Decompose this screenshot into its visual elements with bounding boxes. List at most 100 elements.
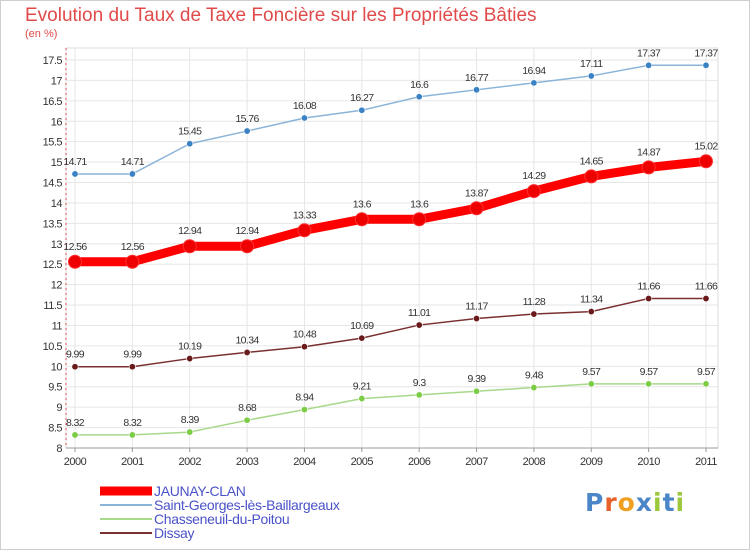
legend: JAUNAY-CLAN Saint-Georges-lès-Baillargeau… [100, 483, 420, 541]
data-label: 8.39 [181, 414, 200, 426]
data-point [702, 61, 710, 69]
grid [65, 47, 719, 449]
y-tick-label: 11.5 [43, 300, 62, 312]
plot-area [65, 47, 719, 449]
data-point [587, 380, 595, 388]
data-point [71, 431, 79, 439]
y-tick-label: 13.5 [43, 218, 63, 230]
x-tick-label: 2005 [351, 456, 374, 468]
data-point [530, 384, 538, 392]
y-tick-label: 16.5 [43, 96, 63, 108]
data-point [128, 170, 136, 178]
data-label: 9.3 [413, 377, 427, 389]
x-tick-label: 2009 [580, 456, 603, 468]
data-point [415, 321, 423, 329]
x-tick-label: 2008 [523, 456, 546, 468]
data-point [473, 315, 481, 323]
series-line [74, 297, 707, 368]
y-tick-label: 14 [51, 198, 63, 210]
data-label: 17.11 [580, 58, 603, 70]
data-point [71, 363, 79, 371]
x-tick-label: 2000 [64, 456, 87, 468]
legend-item: Saint-Georges-lès-Baillargeaux [100, 497, 420, 513]
data-point [354, 212, 369, 227]
logo-letter: o [617, 488, 636, 517]
y-tick-label: 13 [51, 239, 63, 251]
data-label: 9.21 [353, 381, 372, 393]
series-line [74, 383, 707, 436]
data-label: 17.37 [694, 47, 718, 59]
y-tick-label: 10.5 [43, 341, 63, 353]
y-tick-label: 9.5 [48, 382, 62, 394]
data-label: 11.34 [580, 294, 603, 306]
data-point [186, 355, 194, 363]
data-point [587, 308, 595, 316]
data-label: 13.87 [465, 187, 489, 199]
data-label: 12.94 [178, 225, 202, 237]
x-tick-label: 2004 [293, 456, 316, 468]
data-label: 16.08 [293, 100, 317, 112]
data-point [587, 72, 595, 80]
data-point [415, 93, 423, 101]
y-tick-label: 15.5 [43, 137, 63, 149]
y-tick-label: 15 [51, 157, 63, 169]
data-point [415, 391, 423, 399]
x-tick-label: 2002 [178, 456, 201, 468]
legend-item: Dissay [100, 525, 420, 541]
series-line [74, 64, 707, 175]
data-label: 14.29 [522, 170, 546, 182]
data-point [358, 334, 366, 342]
legend-label: JAUNAY-CLAN [154, 483, 246, 499]
data-label: 11.17 [465, 301, 488, 313]
data-label: 10.48 [293, 329, 317, 341]
data-label: 14.65 [580, 155, 604, 167]
data-label: 12.56 [121, 241, 145, 253]
data-label: 13.6 [410, 198, 429, 210]
data-point [358, 395, 366, 403]
data-label: 9.48 [525, 370, 544, 382]
data-point [530, 79, 538, 87]
data-label: 15.45 [178, 126, 202, 138]
data-label: 14.71 [121, 156, 145, 168]
data-label: 11.66 [637, 281, 660, 293]
data-label: 16.94 [522, 65, 546, 77]
data-label: 14.71 [63, 156, 87, 168]
data-label: 9.99 [66, 349, 85, 361]
x-tick-label: 2003 [236, 456, 259, 468]
data-point [702, 295, 710, 303]
y-tick-label: 16 [51, 116, 63, 128]
data-point [240, 239, 255, 254]
y-tick-label: 10 [51, 361, 63, 373]
data-label: 9.99 [123, 349, 142, 361]
data-label: 9.57 [582, 366, 601, 378]
data-label: 13.33 [293, 209, 317, 221]
legend-label: Dissay [154, 525, 195, 541]
data-label: 12.56 [63, 241, 87, 253]
y-tick-label: 12.5 [43, 259, 63, 271]
legend-swatch [100, 504, 152, 506]
data-point [641, 160, 656, 175]
data-label: 9.57 [697, 366, 716, 378]
data-label: 15.76 [235, 113, 259, 125]
data-label: 17.37 [637, 47, 661, 59]
data-point [243, 127, 251, 135]
data-point [469, 201, 484, 216]
data-point [699, 154, 713, 169]
series-layer: 14.71 14.71 15.45 15.76 16.08 16.27 16.6 16.77 1… [63, 47, 719, 439]
axes: 8 8.5 9 9.5 10 10.5 11 11.5 12 12.5 13 13.5 14 14.5 15… [43, 48, 718, 468]
data-point [182, 239, 197, 254]
data-label: 14.87 [637, 146, 661, 158]
data-point [530, 310, 538, 318]
data-point [645, 61, 653, 69]
y-tick-label: 9 [56, 402, 62, 414]
data-label: 11.01 [408, 307, 431, 319]
data-point [473, 86, 481, 94]
data-label: 8.68 [238, 402, 257, 414]
data-point [300, 343, 308, 351]
chart-subtitle: (en %) [25, 28, 58, 40]
x-tick-label: 2001 [121, 456, 144, 468]
x-tick-label: 2007 [465, 456, 488, 468]
data-label: 11.66 [695, 281, 718, 293]
data-point [71, 170, 79, 178]
